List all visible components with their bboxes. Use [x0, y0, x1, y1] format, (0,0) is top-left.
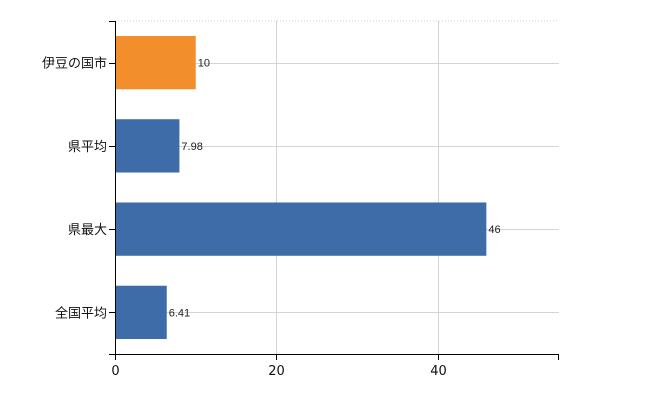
bar-4: [115, 285, 167, 340]
x-tick-label: 0: [111, 364, 119, 379]
bar-2: [115, 119, 180, 173]
category-label-2: 県平均: [68, 140, 107, 155]
bar-1: [115, 35, 196, 90]
data-labels: 10 7.98 46 6.41: [169, 58, 501, 320]
category-label-1: 伊豆の国市: [42, 56, 107, 72]
data-label-3: 46: [488, 224, 500, 236]
data-label-4: 6.41: [169, 307, 190, 319]
bar-3: [115, 202, 487, 256]
bars: [115, 35, 487, 340]
category-label-3: 県最大: [68, 223, 107, 238]
x-tick-label: 20: [268, 364, 285, 379]
data-label-2: 7.98: [181, 141, 202, 153]
x-tick-label: 40: [430, 364, 447, 379]
data-label-1: 10: [198, 58, 210, 70]
category-label-4: 全国平均: [55, 305, 107, 321]
